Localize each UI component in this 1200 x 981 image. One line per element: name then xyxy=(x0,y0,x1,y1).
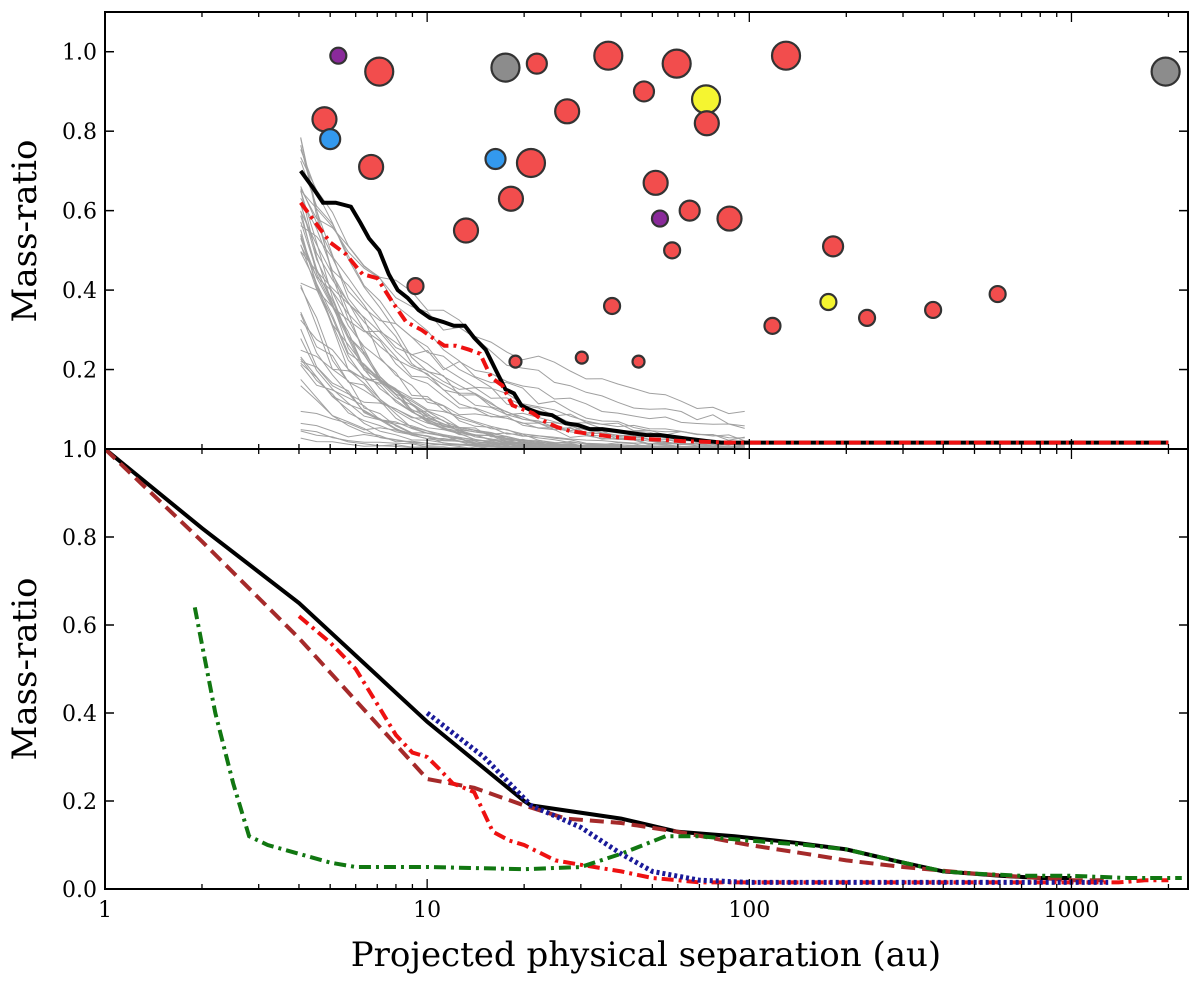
y-tick-label: 0.2 xyxy=(62,790,97,815)
data-point xyxy=(988,284,1007,304)
thin-curve xyxy=(300,284,745,449)
top-plot-frame xyxy=(104,11,1189,450)
data-point xyxy=(632,80,656,103)
series-line-dotted xyxy=(425,711,1109,885)
data-point xyxy=(515,147,547,179)
data-point xyxy=(490,52,521,83)
thin-curve xyxy=(300,189,745,427)
data-point xyxy=(819,292,838,312)
data-point xyxy=(650,209,670,228)
y-tick-label: 1.0 xyxy=(62,41,97,66)
data-point xyxy=(693,110,720,137)
thin-curve xyxy=(300,197,745,446)
data-point xyxy=(821,235,845,258)
y-tick-label: 0.8 xyxy=(62,120,97,145)
data-point xyxy=(593,40,624,71)
y-tick-label: 0.8 xyxy=(62,526,97,551)
thin-curve xyxy=(300,137,745,449)
series-line-dashdot xyxy=(297,614,1169,885)
top-ylabel: Mass-ratio xyxy=(5,140,45,323)
y-tick-label: 0.2 xyxy=(62,359,97,384)
x-tick-label: 10 xyxy=(413,898,441,923)
data-point xyxy=(452,217,480,244)
thin-curve xyxy=(300,282,745,429)
y-tick-label: 1.0 xyxy=(62,438,97,463)
dashdot-curve xyxy=(299,201,1169,445)
bottom-ylabel: Mass-ratio xyxy=(5,578,45,761)
data-point xyxy=(554,98,581,125)
thin-curve xyxy=(300,361,745,449)
data-point xyxy=(406,277,425,296)
thin-curve xyxy=(300,211,745,448)
data-point xyxy=(364,56,395,87)
data-point xyxy=(311,106,338,133)
data-point xyxy=(525,52,548,75)
thin-curve xyxy=(300,244,745,446)
thin-curve xyxy=(300,186,745,446)
y-tick-label: 0.6 xyxy=(62,200,97,225)
data-point xyxy=(508,354,523,369)
bottom-panel: 0.00.20.40.60.81.01 10 100 1000 Mass-ratio … xyxy=(5,438,1189,975)
series-line-dashed xyxy=(105,449,1109,883)
thin-curve xyxy=(300,229,745,449)
thin-curve xyxy=(300,149,745,447)
data-point xyxy=(663,241,682,260)
series-line-solid xyxy=(105,449,1072,880)
y-tick-label: 0.0 xyxy=(62,878,97,903)
data-point xyxy=(319,128,342,151)
data-point xyxy=(661,48,692,79)
data-point xyxy=(678,199,701,222)
y-tick-label: 0.4 xyxy=(62,279,97,304)
bottom-plot-frame xyxy=(104,448,1189,890)
data-point xyxy=(497,185,525,212)
data-point xyxy=(716,205,743,232)
x-tick-label: 1 xyxy=(98,898,112,923)
data-point xyxy=(574,350,589,365)
data-point xyxy=(642,169,669,196)
data-point xyxy=(1150,56,1181,87)
y-tick-label: 0.4 xyxy=(62,702,97,727)
data-point xyxy=(631,354,646,369)
y-tick-label: 0.6 xyxy=(62,614,97,639)
y-tick-label: 1.0 xyxy=(62,438,97,463)
x-tick-label: 1000 xyxy=(1043,898,1099,923)
thin-curve xyxy=(300,188,745,415)
xlabel: Projected physical separation (au) xyxy=(351,935,941,975)
data-point xyxy=(690,84,722,115)
series-line-dashdot xyxy=(192,607,1182,880)
thin-curve xyxy=(300,145,745,449)
data-point xyxy=(924,300,943,320)
data-point xyxy=(484,147,507,171)
top-panel: 1.0 0.2 0.4 0.6 0.8 1.0 Mass-ratio xyxy=(5,11,1189,463)
data-point xyxy=(763,316,782,335)
data-point xyxy=(857,308,877,327)
data-point xyxy=(602,296,622,316)
data-point xyxy=(358,153,385,181)
x-tick-label: 100 xyxy=(728,898,770,923)
data-point xyxy=(770,40,802,71)
data-point xyxy=(329,46,348,65)
thin-curve xyxy=(300,319,745,448)
